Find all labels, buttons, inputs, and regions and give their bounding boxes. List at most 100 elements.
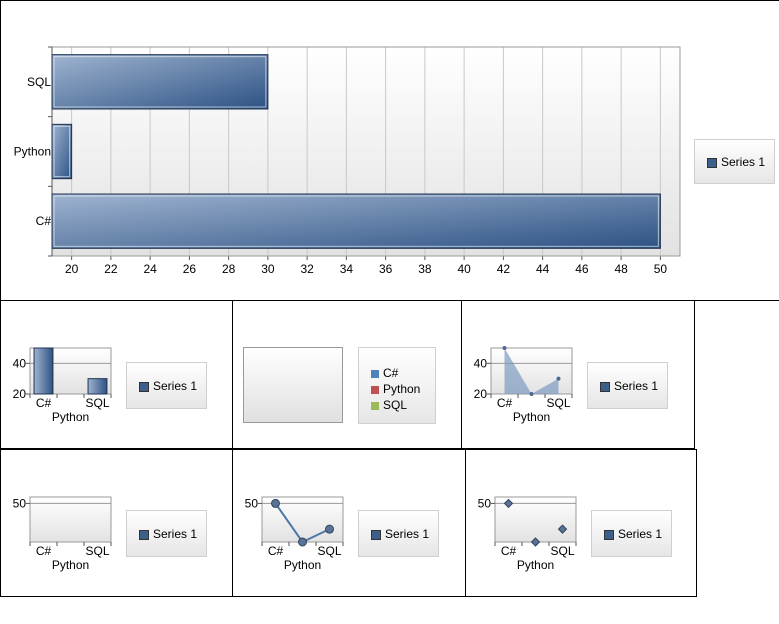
main-bar-chart: 20 22 24 26 28 30 32 34 36 38 40 42 44 46 48 50 C# Python… <box>14 46 681 276</box>
x-tick-label: 42 <box>497 262 511 276</box>
x-tick-label: 40 <box>457 262 471 276</box>
legend-label: C# <box>383 366 399 380</box>
legend-6: Series 1 <box>591 510 672 557</box>
bar <box>51 123 73 180</box>
legend-item: Series 1 <box>371 527 429 541</box>
small-area-panel: 20 40 C# SQL Python Series 1 <box>461 300 695 449</box>
data-point <box>557 524 568 534</box>
legend-swatch <box>371 401 379 410</box>
x-tick-label: SQL <box>546 396 570 410</box>
legend-item: Series 1 <box>139 379 197 393</box>
x-tick-label: C# <box>501 544 517 558</box>
x-tick-label: 44 <box>536 262 550 276</box>
x-tick-label: 30 <box>261 262 275 276</box>
legend-item: Series 1 <box>600 379 658 393</box>
x-tick-label: Python <box>517 558 554 572</box>
legend-swatch <box>371 385 379 394</box>
x-tick-label: C# <box>497 396 513 410</box>
legend-label: Series 1 <box>614 379 659 393</box>
y-tick-label: SQL <box>27 75 51 89</box>
x-tick-label: Python <box>52 410 89 424</box>
legend-label: Python <box>383 382 421 396</box>
small-bar2-panel: 50 C# SQL Python Series 1 <box>0 449 233 597</box>
bar <box>87 378 108 395</box>
bar <box>51 54 269 110</box>
y-tick-label: 50 <box>478 496 492 510</box>
legend-swatch <box>600 381 610 392</box>
x-tick-label: 28 <box>222 262 236 276</box>
small-bar-panel: 20 40 C# SQL Python Series 1 <box>0 300 233 449</box>
legend-swatch <box>371 369 379 378</box>
data-point <box>503 498 514 509</box>
legend-label: Series 1 <box>385 527 430 541</box>
x-tick-label: Python <box>513 410 550 424</box>
legend-4: Series 1 <box>126 510 207 557</box>
x-tick-label: 34 <box>340 262 354 276</box>
legend-item: Series 1 <box>604 527 662 541</box>
data-point <box>556 376 561 381</box>
y-tick-label: 40 <box>13 356 27 370</box>
bar <box>51 193 661 249</box>
legend-item: Series 1 <box>707 155 765 169</box>
x-tick-label: 36 <box>379 262 393 276</box>
y-tick-label: 20 <box>13 387 27 401</box>
x-tick-label: SQL <box>85 544 109 558</box>
plot-area <box>490 347 573 395</box>
legend-swatch <box>604 529 614 540</box>
legend-5: Series 1 <box>358 510 439 557</box>
y-tick-label: 50 <box>13 496 27 510</box>
data-point <box>325 524 334 534</box>
x-tick-label: 20 <box>65 262 79 276</box>
main-bar-chart-panel: 20 22 24 26 28 30 32 34 36 38 40 42 44 46 48 50 C# Python… <box>0 0 779 301</box>
plot-area <box>29 496 112 543</box>
y-tick-label: 20 <box>474 387 488 401</box>
x-tick-label: 38 <box>418 262 432 276</box>
x-tick-label: 48 <box>614 262 628 276</box>
legend-label: Series 1 <box>153 527 198 541</box>
x-tick-label: 46 <box>575 262 589 276</box>
x-tick-label: SQL <box>317 544 341 558</box>
x-tick-label: 22 <box>104 262 118 276</box>
legend-label: Series 1 <box>618 527 663 541</box>
legend-item-python: Python <box>371 382 420 396</box>
data-point <box>271 498 280 508</box>
x-tick-label: SQL <box>85 396 109 410</box>
legend-swatch <box>139 529 149 540</box>
x-tick-label: 26 <box>183 262 197 276</box>
x-tick-label: C# <box>268 544 284 558</box>
x-tick-label: 24 <box>143 262 157 276</box>
main-legend: Series 1 <box>694 139 775 184</box>
bar-highlight <box>53 125 71 178</box>
y-tick-label: 50 <box>245 496 259 510</box>
small-scatter-panel: 50 C# SQL Python Series 1 <box>465 449 697 597</box>
data-point <box>530 537 541 547</box>
legend-label: Series 1 <box>721 155 766 169</box>
legend-2: C# Python SQL <box>358 347 436 424</box>
small-line-panel: 50 C# SQL Python Series 1 <box>232 449 466 597</box>
legend-1: Series 1 <box>126 362 207 409</box>
x-tick-label: SQL <box>550 544 574 558</box>
bar-highlight <box>53 195 659 247</box>
bar <box>33 347 54 395</box>
bar-highlight <box>53 56 267 108</box>
data-point <box>529 392 534 396</box>
legend-item: Series 1 <box>139 527 197 541</box>
legend-3: Series 1 <box>587 362 668 409</box>
legend-item-csharp: C# <box>371 366 398 380</box>
x-tick-label: Python <box>52 558 89 572</box>
small-pie-panel: C# Python SQL <box>232 300 462 449</box>
legend-item-sql: SQL <box>371 398 407 412</box>
x-tick-label: Python <box>284 558 321 572</box>
data-point <box>502 346 507 350</box>
legend-label: SQL <box>383 398 408 412</box>
legend-swatch <box>139 381 149 392</box>
y-tick-label: 40 <box>474 356 488 370</box>
legend-swatch <box>371 529 381 540</box>
x-tick-label: 50 <box>654 262 668 276</box>
x-tick-label: C# <box>36 544 52 558</box>
